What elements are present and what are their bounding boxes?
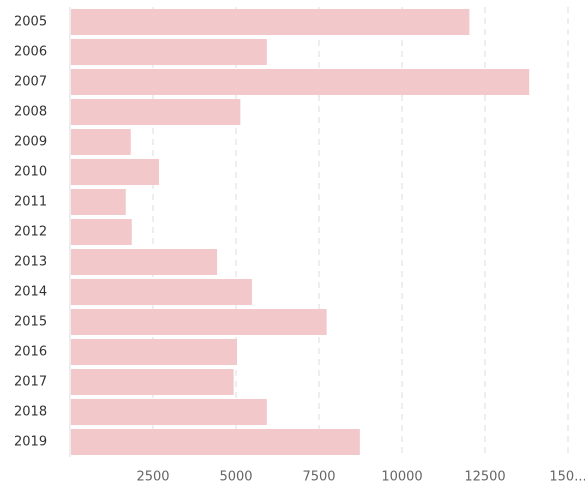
x-tick-label: 2500 — [136, 470, 169, 485]
y-tick-label: 2016 — [14, 345, 47, 360]
bar — [71, 429, 360, 455]
y-tick-label: 2006 — [14, 45, 47, 60]
y-tick-label: 2011 — [14, 195, 47, 210]
y-tick-label: 2017 — [14, 375, 47, 390]
bar — [71, 369, 234, 395]
y-tick-label: 2019 — [14, 435, 47, 450]
y-tick-label: 2007 — [14, 75, 47, 90]
bar — [71, 339, 237, 365]
y-tick-label: 2008 — [14, 105, 47, 120]
bar — [71, 399, 267, 425]
y-tick-label: 2012 — [14, 225, 47, 240]
bar — [71, 159, 159, 185]
bar — [71, 39, 267, 65]
bar — [71, 279, 252, 305]
bar — [71, 99, 241, 125]
y-tick-label: 2014 — [14, 285, 47, 300]
bar — [71, 189, 126, 215]
y-tick-label: 2013 — [14, 255, 47, 270]
bar — [71, 69, 530, 95]
y-tick-label: 2009 — [14, 135, 47, 150]
x-tick-label: 5000 — [219, 470, 252, 485]
bar — [71, 9, 470, 35]
bar — [71, 129, 131, 155]
x-tick-label: 7500 — [302, 470, 335, 485]
y-tick-label: 2018 — [14, 405, 47, 420]
y-tick-label: 2005 — [14, 15, 47, 30]
x-tick-label: 12500 — [464, 470, 505, 485]
x-tick-label: 10000 — [381, 470, 422, 485]
bar — [71, 219, 132, 245]
y-tick-label: 2015 — [14, 315, 47, 330]
y-tick-label: 2010 — [14, 165, 47, 180]
bar — [71, 249, 218, 275]
bar — [71, 309, 327, 335]
x-tick-label: 150... — [549, 470, 585, 485]
